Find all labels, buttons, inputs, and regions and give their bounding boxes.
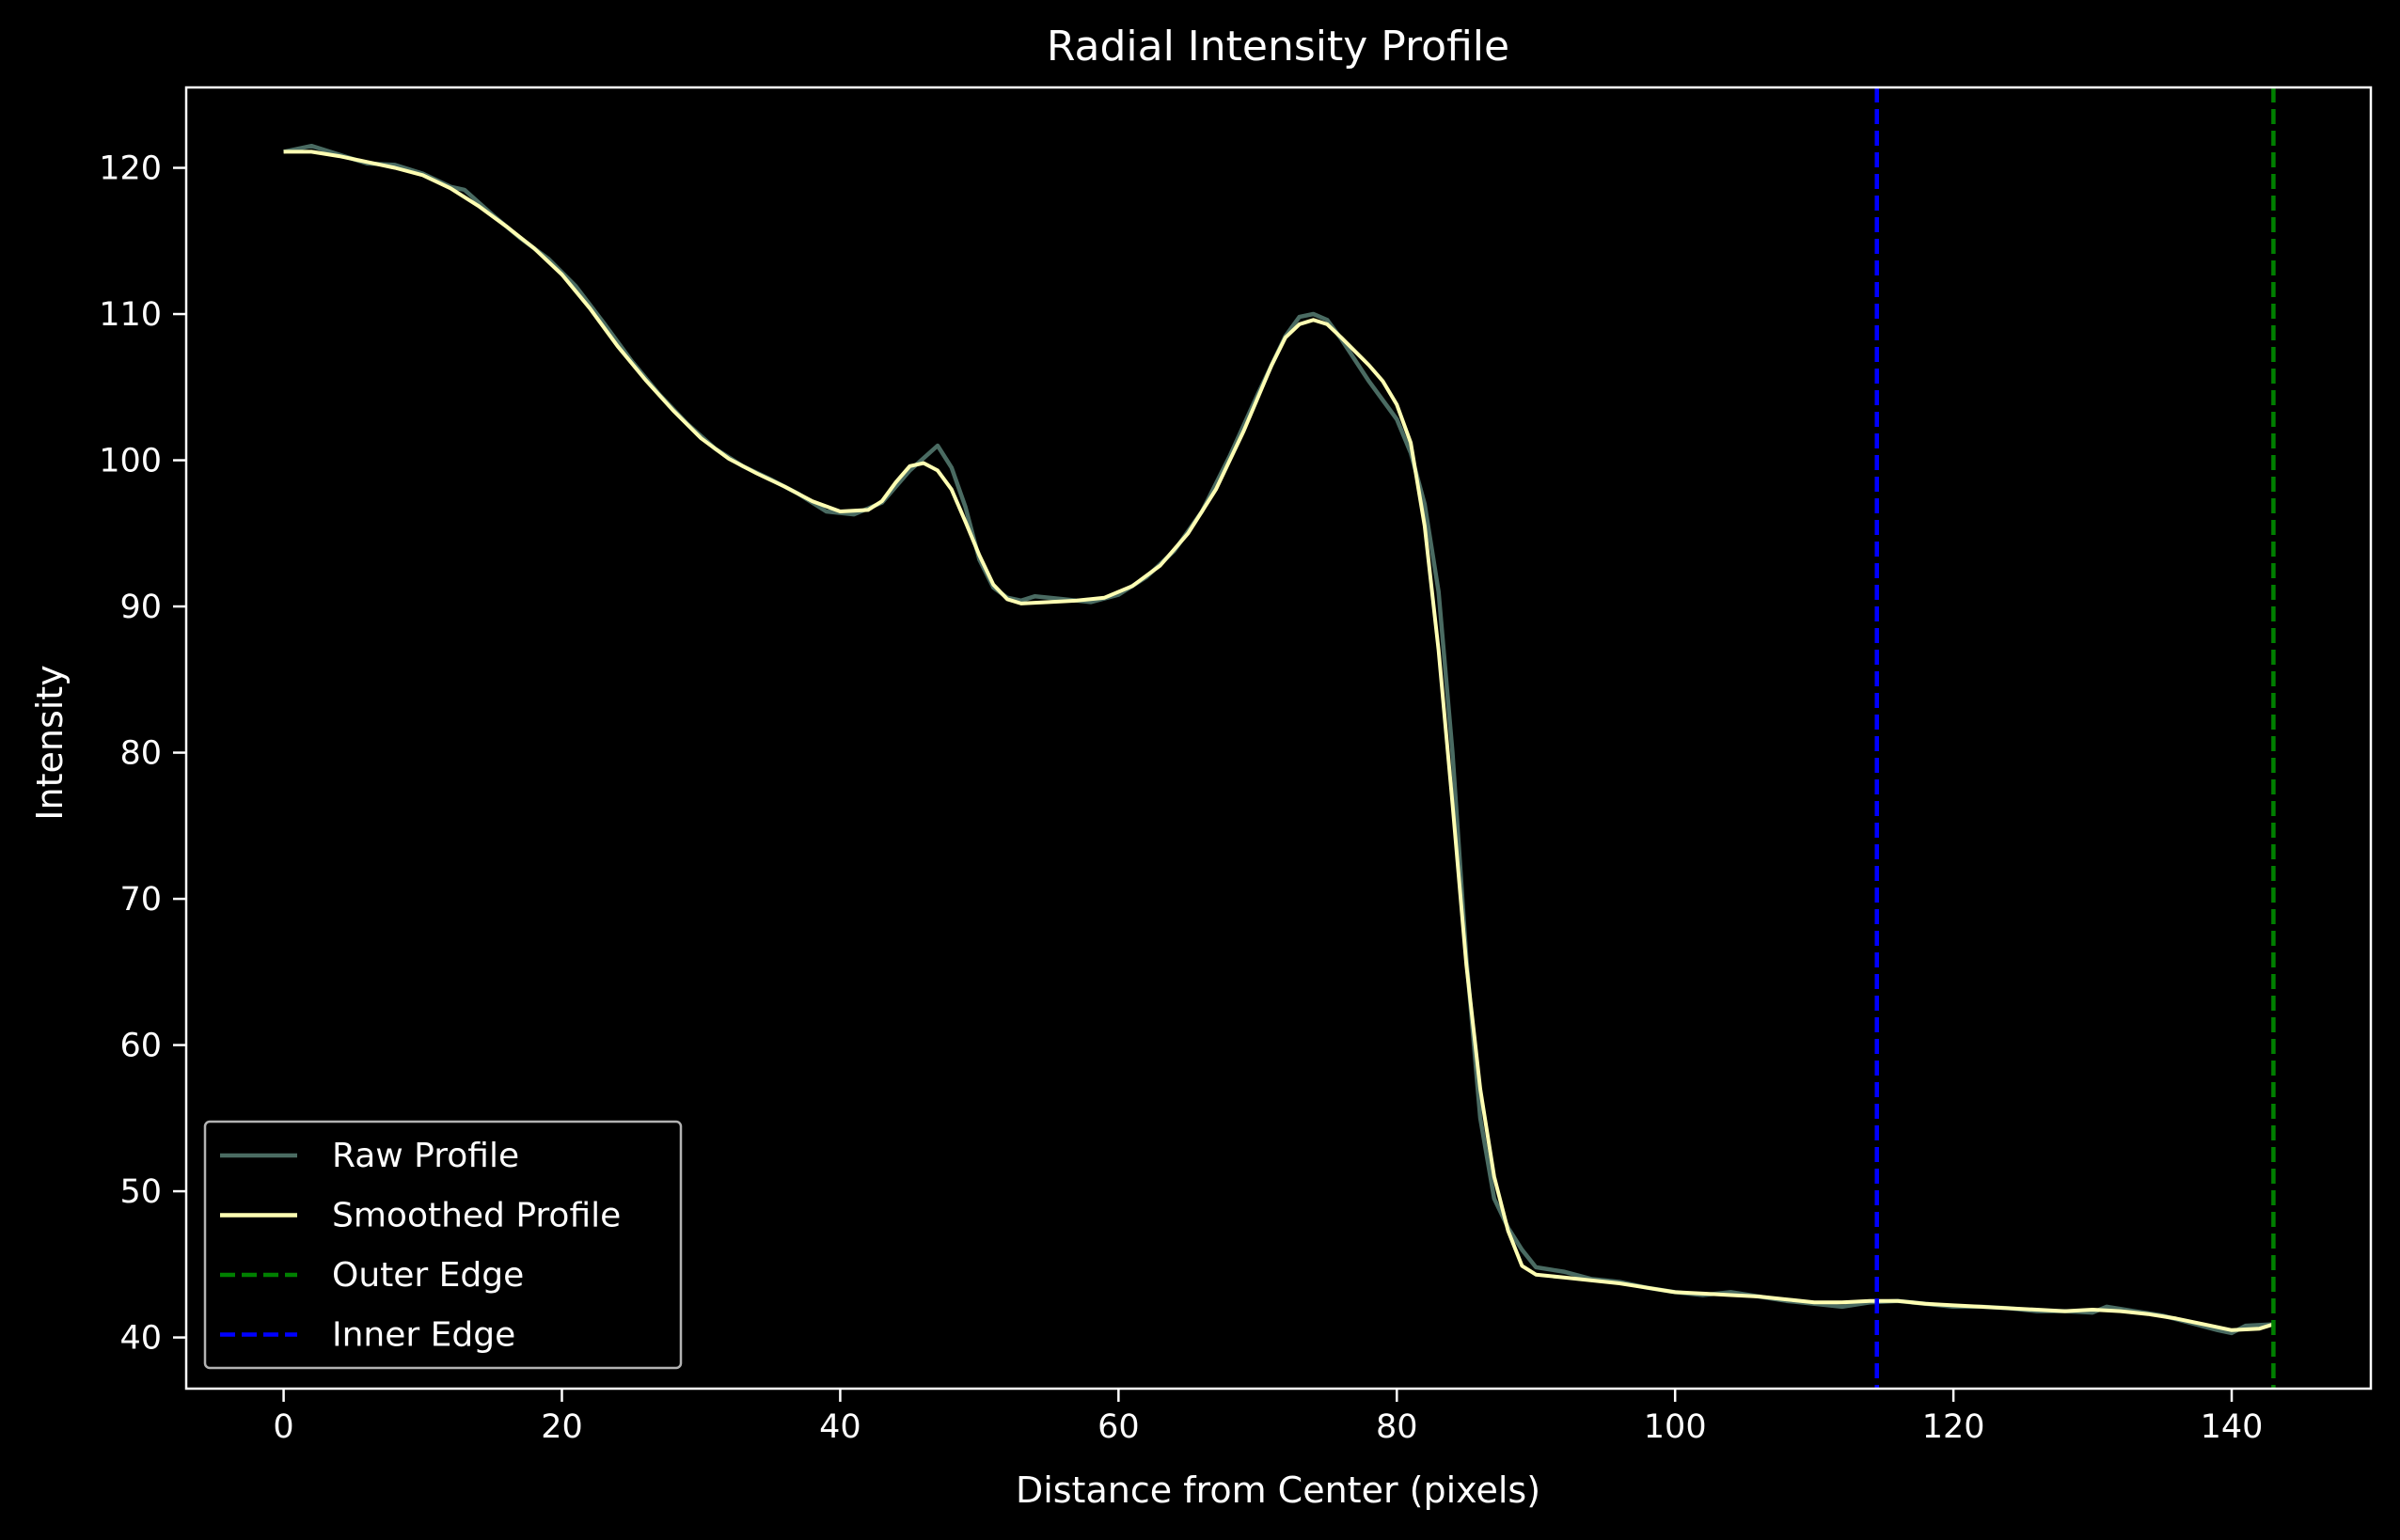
x-tick-label: 80 xyxy=(1376,1408,1418,1446)
x-tick-label: 120 xyxy=(1922,1408,1985,1446)
x-tick-label: 100 xyxy=(1644,1408,1707,1446)
plot-area xyxy=(283,87,2276,1389)
y-tick-label: 40 xyxy=(119,1320,162,1358)
legend: Raw Profile Smoothed Profile Outer Edge Inn… xyxy=(203,1120,683,1370)
y-tick-label: 70 xyxy=(119,881,162,919)
axis-ticks: 0 20 40 60 80 100 120 140 40 50 60 70 80 90 100 110 120 xyxy=(99,150,2263,1446)
legend-box xyxy=(203,1120,683,1370)
y-tick-label: 50 xyxy=(119,1173,162,1211)
x-tick-label: 0 xyxy=(273,1408,293,1446)
x-axis-label: Distance from Center (pixels) xyxy=(1016,1469,1540,1511)
y-tick-label: 120 xyxy=(99,150,162,188)
x-tick-label: 140 xyxy=(2201,1408,2264,1446)
x-tick-label: 40 xyxy=(819,1408,861,1446)
y-tick-label: 90 xyxy=(119,589,162,626)
x-tick-label: 60 xyxy=(1097,1408,1140,1446)
smoothed-profile-line xyxy=(283,149,2274,1332)
y-axis-label: Intensity xyxy=(29,665,71,820)
plot-frame xyxy=(184,86,2373,1391)
y-tick-label: 60 xyxy=(119,1028,162,1065)
chart-title: Radial Intensity Profile xyxy=(1047,23,1509,71)
legend-label-raw-profile: Raw Profile xyxy=(332,1137,519,1175)
legend-label-outer-edge: Outer Edge xyxy=(332,1256,524,1295)
legend-label-inner-edge: Inner Edge xyxy=(332,1316,515,1355)
y-tick-label: 80 xyxy=(119,735,162,773)
legend-label-smoothed-profile: Smoothed Profile xyxy=(332,1197,621,1235)
x-tick-label: 20 xyxy=(541,1408,583,1446)
y-tick-label: 110 xyxy=(99,296,162,334)
y-tick-label: 100 xyxy=(99,443,162,480)
